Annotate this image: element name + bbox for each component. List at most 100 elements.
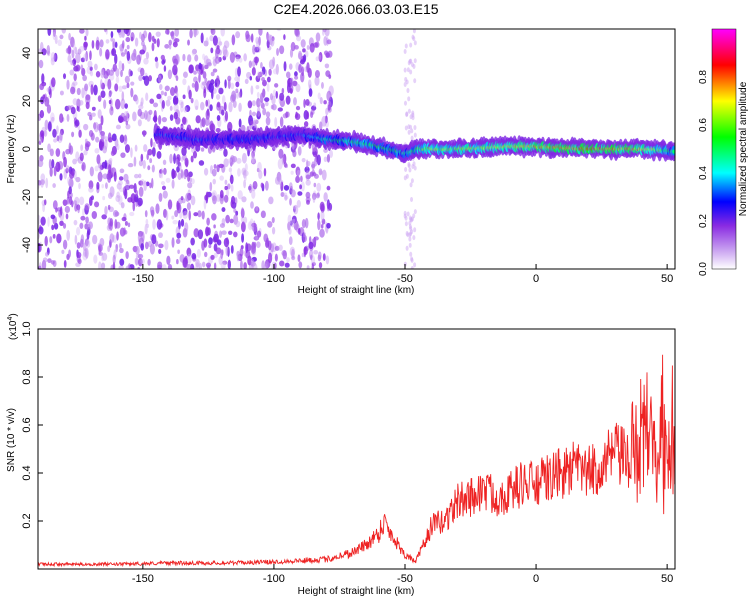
spectrogram-noise-cell	[80, 57, 85, 63]
spectrogram-noise-cell	[167, 95, 172, 101]
spectrogram-noise-cell	[124, 221, 128, 226]
spectrogram-noise-cell	[133, 156, 137, 167]
spectrogram-noise-cell	[317, 212, 320, 221]
spectrogram-noise-cell	[323, 50, 329, 56]
spectrogram-noise-cell	[140, 67, 145, 77]
spectrogram-noise-cell	[173, 58, 179, 67]
spectrogram-noise-cell	[273, 262, 277, 269]
spectrogram-noise-cell	[193, 212, 199, 217]
spectrogram-noise-cell	[413, 125, 417, 131]
spectrogram-noise-cell	[252, 180, 258, 190]
spectrogram-noise-cell	[274, 176, 281, 185]
spectrogram-noise-cell	[180, 169, 184, 179]
spectrogram-noise-cell	[191, 49, 196, 56]
spectrogram-noise-cell	[126, 179, 130, 185]
spectrogram-noise-cell	[219, 189, 224, 199]
spectrogram-noise-cell	[256, 241, 261, 248]
spectrogram-noise-cell	[294, 29, 300, 37]
snr-y-axis: 0.2 0.4 0.6 0.8 1.0	[21, 321, 43, 529]
spectrogram-noise-cell	[227, 79, 231, 90]
spectrogram-noise-cell	[224, 185, 228, 191]
spectrogram-noise-cell	[40, 179, 44, 188]
spectrogram-noise-cell	[89, 70, 94, 77]
spectrogram-noise-cell	[229, 218, 234, 224]
spectrogram-noise-cell	[161, 263, 167, 269]
spectrogram-noise-cell	[206, 62, 212, 67]
spectrogram-noise-cell	[261, 260, 265, 269]
spectrogram-noise-cell	[137, 108, 143, 117]
spectrogram-noise-cell	[311, 262, 315, 269]
snr-scale-label: (x104)	[7, 313, 19, 340]
spectrogram-noise-cell	[139, 49, 146, 55]
spectrogram-noise-cell	[238, 102, 242, 112]
spectrogram-noise-cell	[274, 116, 278, 128]
spectrogram-noise-cell	[164, 91, 167, 97]
snr-y-tick-label: 0.4	[21, 465, 33, 480]
spectrogram-noise-cell	[290, 189, 296, 198]
spectrogram-ridge-core	[672, 149, 675, 154]
spectrogram-noise-cell	[406, 211, 410, 217]
spectrogram-noise-cell	[180, 105, 184, 113]
spectrogram-noise-cell	[114, 53, 118, 65]
spectrogram-noise-cell	[303, 98, 306, 108]
spectrogram-noise-cell	[44, 96, 50, 107]
spectrogram-noise-cell	[199, 262, 202, 269]
spectrogram-noise-cell	[85, 94, 91, 101]
spectrogram-noise-cell	[243, 179, 247, 189]
spectrogram-noise-cell	[73, 73, 77, 82]
spectrogram-noise-cell	[256, 97, 261, 108]
spectrogram-noise-cell	[160, 167, 164, 179]
spectrogram-noise-cell	[126, 50, 131, 61]
spectrogram-noise-cell	[320, 223, 324, 229]
spectrogram-noise-cell	[285, 95, 291, 105]
spectrogram-noise-cell	[279, 260, 285, 267]
spectrogram-noise-cell	[124, 103, 129, 109]
spectrogram-noise-cell	[149, 158, 153, 164]
spectrogram-y-tick-label: 0	[21, 146, 33, 152]
spectrogram-noise-cell	[214, 48, 219, 59]
spectrogram-noise-cell	[228, 167, 233, 173]
spectrogram-noise-cell	[120, 152, 126, 158]
spectrogram-noise-cell	[302, 48, 306, 53]
spectrogram-noise-cell	[115, 194, 121, 203]
spectrogram-noise-cell	[216, 101, 221, 108]
spectrogram-noise-cell	[294, 113, 301, 120]
spectrogram-noise-cell	[142, 159, 146, 169]
spectrogram-noise-cell	[220, 29, 225, 37]
spectrogram-noise-cell	[406, 67, 410, 73]
spectrogram-noise-cell	[161, 116, 167, 123]
spectrogram-noise-cell	[256, 40, 260, 51]
spectrogram-noise-cell	[169, 105, 173, 111]
spectrogram-noise-cell	[51, 224, 55, 231]
spectrogram-noise-cell	[204, 64, 209, 70]
spectrogram-noise-cell	[259, 70, 264, 77]
spectrogram-noise-cell	[176, 166, 180, 173]
spectrogram-noise-cell	[329, 150, 333, 158]
spectrogram-noise-cell	[100, 132, 105, 143]
spectrogram-noise-cell	[91, 112, 96, 117]
spectrogram-noise-cell	[118, 85, 123, 93]
snr-y-label: SNR (10 * v/v)	[6, 408, 17, 472]
spectrogram-noise-cell	[314, 173, 319, 179]
spectrogram-noise-cell	[93, 254, 98, 264]
spectrogram-noise-cell	[68, 186, 72, 195]
spectrogram-noise-cell	[119, 168, 125, 174]
spectrogram-noise-cell	[106, 159, 113, 166]
spectrogram-noise-cell	[260, 210, 266, 219]
spectrogram-noise-cell	[91, 40, 95, 49]
spectrogram-noise-cell	[243, 250, 247, 257]
spectrogram-noise-cell	[279, 176, 282, 187]
spectrogram-noise-cell	[412, 29, 416, 34]
spectrogram-noise-cell	[50, 57, 55, 66]
spectrogram-noise-cell	[94, 148, 100, 154]
spectrogram-noise-cell	[100, 90, 106, 99]
spectrogram-noise-cell	[148, 75, 152, 82]
spectrogram-noise-cell	[238, 118, 242, 128]
spectrogram-noise-cell	[119, 258, 125, 266]
spectrogram-noise-cell	[123, 29, 130, 35]
spectrogram-noise-cell	[39, 109, 45, 119]
spectrogram-noise-cell	[255, 75, 261, 83]
spectrogram-noise-cell	[137, 119, 142, 127]
spectrogram-noise-cell	[40, 179, 46, 185]
spectrogram-noise-cell	[235, 88, 239, 94]
